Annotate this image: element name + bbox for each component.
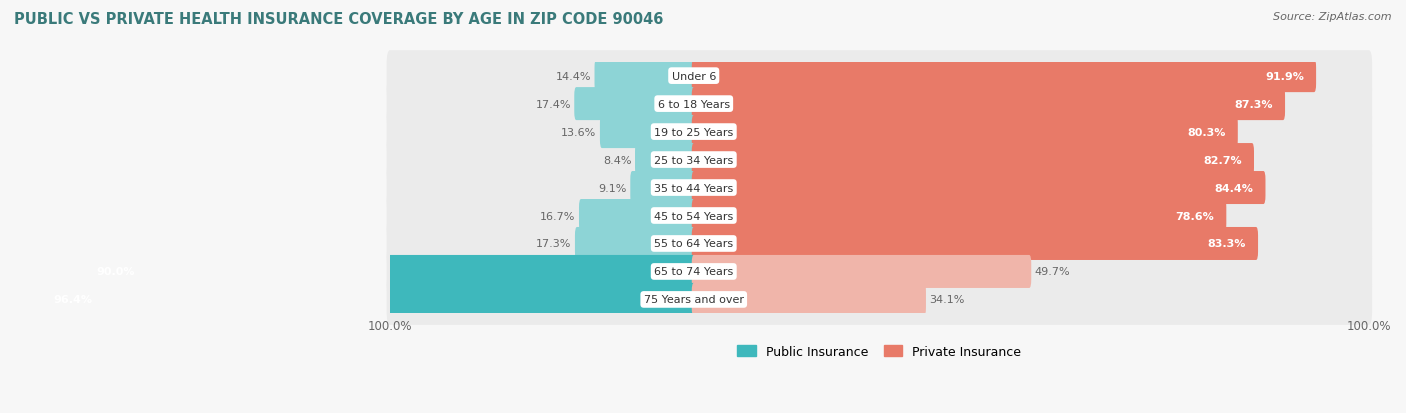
Text: 91.9%: 91.9% — [1265, 71, 1303, 81]
Text: 78.6%: 78.6% — [1175, 211, 1215, 221]
FancyBboxPatch shape — [692, 60, 1316, 93]
FancyBboxPatch shape — [630, 172, 696, 204]
Text: 87.3%: 87.3% — [1234, 100, 1272, 109]
FancyBboxPatch shape — [692, 255, 1031, 288]
Text: 19 to 25 Years: 19 to 25 Years — [654, 127, 734, 137]
Text: Under 6: Under 6 — [672, 71, 716, 81]
FancyBboxPatch shape — [387, 163, 1372, 214]
Text: Source: ZipAtlas.com: Source: ZipAtlas.com — [1274, 12, 1392, 22]
Text: 49.7%: 49.7% — [1035, 267, 1070, 277]
FancyBboxPatch shape — [692, 199, 1226, 233]
FancyBboxPatch shape — [387, 107, 1372, 158]
FancyBboxPatch shape — [692, 172, 1265, 204]
FancyBboxPatch shape — [387, 274, 1372, 325]
Text: 8.4%: 8.4% — [603, 155, 631, 165]
FancyBboxPatch shape — [636, 144, 696, 177]
FancyBboxPatch shape — [387, 79, 1372, 130]
Text: PUBLIC VS PRIVATE HEALTH INSURANCE COVERAGE BY AGE IN ZIP CODE 90046: PUBLIC VS PRIVATE HEALTH INSURANCE COVER… — [14, 12, 664, 27]
FancyBboxPatch shape — [84, 255, 696, 288]
Text: 14.4%: 14.4% — [555, 71, 591, 81]
FancyBboxPatch shape — [579, 199, 696, 233]
Text: 45 to 54 Years: 45 to 54 Years — [654, 211, 734, 221]
FancyBboxPatch shape — [692, 283, 927, 316]
FancyBboxPatch shape — [692, 116, 1237, 149]
FancyBboxPatch shape — [692, 144, 1254, 177]
Text: 17.3%: 17.3% — [536, 239, 572, 249]
FancyBboxPatch shape — [595, 60, 696, 93]
Text: 55 to 64 Years: 55 to 64 Years — [654, 239, 734, 249]
FancyBboxPatch shape — [692, 88, 1285, 121]
Text: 90.0%: 90.0% — [97, 267, 135, 277]
FancyBboxPatch shape — [575, 228, 696, 260]
Text: 80.3%: 80.3% — [1187, 127, 1226, 137]
Text: 83.3%: 83.3% — [1208, 239, 1246, 249]
FancyBboxPatch shape — [692, 228, 1258, 260]
Text: 25 to 34 Years: 25 to 34 Years — [654, 155, 734, 165]
Text: 6 to 18 Years: 6 to 18 Years — [658, 100, 730, 109]
FancyBboxPatch shape — [574, 88, 696, 121]
FancyBboxPatch shape — [387, 190, 1372, 241]
FancyBboxPatch shape — [387, 218, 1372, 269]
Text: 65 to 74 Years: 65 to 74 Years — [654, 267, 734, 277]
Text: 9.1%: 9.1% — [599, 183, 627, 193]
FancyBboxPatch shape — [600, 116, 696, 149]
Text: 17.4%: 17.4% — [536, 100, 571, 109]
Text: 82.7%: 82.7% — [1204, 155, 1241, 165]
FancyBboxPatch shape — [387, 51, 1372, 102]
Text: 84.4%: 84.4% — [1215, 183, 1253, 193]
FancyBboxPatch shape — [41, 283, 696, 316]
FancyBboxPatch shape — [387, 247, 1372, 297]
Legend: Public Insurance, Private Insurance: Public Insurance, Private Insurance — [733, 340, 1026, 363]
Text: 35 to 44 Years: 35 to 44 Years — [654, 183, 734, 193]
Text: 13.6%: 13.6% — [561, 127, 596, 137]
FancyBboxPatch shape — [387, 135, 1372, 185]
Text: 16.7%: 16.7% — [540, 211, 575, 221]
Text: 96.4%: 96.4% — [53, 295, 93, 305]
Text: 34.1%: 34.1% — [929, 295, 965, 305]
Text: 75 Years and over: 75 Years and over — [644, 295, 744, 305]
